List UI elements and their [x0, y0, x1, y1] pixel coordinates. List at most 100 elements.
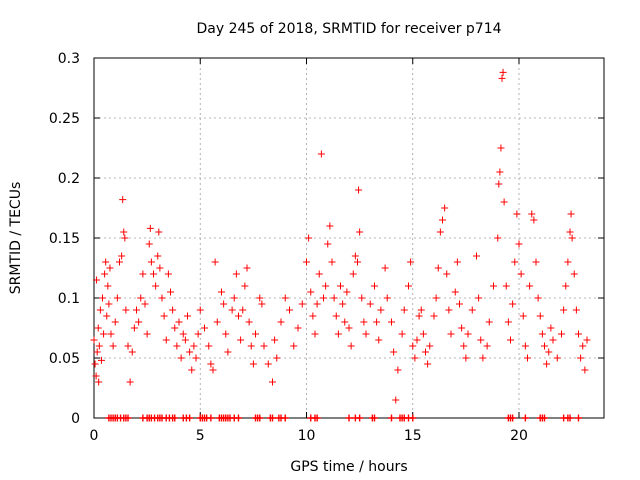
data-point	[271, 336, 279, 344]
data-point	[164, 270, 172, 278]
data-point	[453, 258, 461, 266]
data-point	[519, 312, 527, 320]
data-point	[462, 354, 470, 362]
data-point	[549, 336, 557, 344]
y-axis-label: SRMTID / TECUs	[8, 182, 24, 295]
y-tick-label: 0.2	[58, 171, 80, 187]
data-point	[422, 348, 429, 356]
data-point	[337, 282, 344, 290]
zero-data-point	[356, 414, 364, 422]
data-point	[524, 354, 531, 362]
data-point	[443, 270, 451, 278]
data-point	[146, 224, 154, 232]
data-point	[93, 276, 101, 284]
data-point	[532, 258, 540, 266]
data-point	[305, 234, 313, 242]
data-point	[538, 330, 546, 338]
data-point	[137, 294, 145, 302]
data-point	[190, 342, 198, 350]
data-point	[147, 258, 155, 266]
zero-data-point	[235, 414, 242, 422]
data-point	[247, 342, 255, 350]
data-point	[102, 258, 110, 266]
x-tick-label: 5	[196, 428, 205, 444]
zero-markers	[105, 414, 582, 422]
data-point	[207, 360, 215, 368]
data-point	[228, 306, 236, 314]
y-tick-label: 0	[71, 411, 80, 427]
data-point	[419, 330, 427, 338]
data-point	[93, 348, 101, 356]
data-point	[328, 258, 336, 266]
data-point	[441, 204, 449, 212]
data-point	[269, 378, 276, 386]
data-point	[179, 330, 187, 338]
data-point	[126, 378, 134, 386]
zero-data-point	[541, 414, 548, 422]
data-point	[158, 294, 166, 302]
data-point	[534, 294, 542, 302]
data-point	[113, 294, 121, 302]
data-point	[286, 306, 293, 314]
data-point	[405, 282, 412, 290]
data-point	[497, 144, 505, 152]
data-point	[381, 264, 389, 272]
data-point	[392, 396, 400, 404]
data-point	[583, 336, 591, 344]
data-point	[303, 258, 310, 266]
data-point	[222, 330, 230, 338]
zero-data-point	[171, 414, 179, 422]
data-point	[194, 330, 202, 338]
data-point	[570, 270, 578, 278]
y-tick-label: 0.15	[49, 231, 80, 247]
data-point	[122, 306, 130, 314]
data-point	[375, 336, 383, 344]
data-point	[339, 300, 347, 308]
data-point	[135, 318, 143, 326]
data-point	[509, 300, 517, 308]
data-point	[575, 330, 582, 338]
data-point	[526, 282, 534, 290]
data-point	[97, 356, 105, 364]
data-point	[432, 294, 440, 302]
data-point	[356, 228, 364, 236]
data-point	[502, 282, 510, 290]
data-point	[541, 342, 548, 350]
data-point	[498, 74, 506, 82]
data-point	[390, 348, 398, 356]
y-tick-label: 0.1	[58, 291, 80, 307]
data-point	[103, 312, 111, 320]
data-point	[95, 342, 103, 350]
data-point	[515, 240, 523, 248]
data-point	[130, 324, 138, 332]
x-tick-label: 15	[404, 428, 422, 444]
data-point	[536, 312, 544, 320]
zero-data-point	[281, 414, 289, 422]
data-point	[241, 282, 249, 290]
data-point	[347, 342, 355, 350]
y-tick-label: 0.25	[49, 111, 80, 127]
data-point	[264, 360, 272, 368]
data-point	[213, 318, 221, 326]
data-point	[232, 270, 240, 278]
data-point	[155, 228, 163, 236]
data-point	[468, 306, 476, 314]
zero-data-point	[388, 414, 395, 422]
data-point	[504, 318, 512, 326]
data-point	[181, 336, 189, 344]
data-point	[186, 348, 194, 356]
data-point	[581, 366, 589, 374]
data-point	[521, 342, 529, 350]
data-point	[313, 300, 321, 308]
data-point	[415, 312, 423, 320]
data-point	[345, 324, 353, 332]
data-point	[156, 264, 164, 272]
data-point	[315, 270, 323, 278]
data-point	[91, 360, 99, 368]
data-point	[507, 336, 514, 344]
data-point	[218, 288, 225, 296]
data-point	[298, 300, 306, 308]
data-point	[143, 330, 151, 338]
